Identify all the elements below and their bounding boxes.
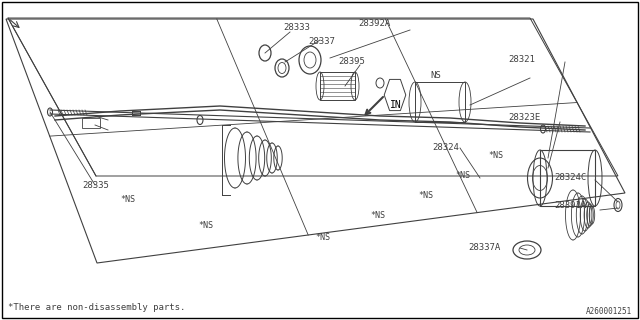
Bar [540, 150, 595, 206]
Bar [320, 72, 355, 100]
Text: 28324: 28324 [432, 143, 459, 153]
Text: *NS: *NS [120, 196, 135, 204]
Text: NS: NS [430, 71, 441, 81]
Text: *NS: *NS [198, 220, 213, 229]
Text: *NS: *NS [455, 171, 470, 180]
Text: IN: IN [390, 100, 402, 110]
Bar [415, 82, 465, 122]
Text: 28391A: 28391A [554, 201, 586, 210]
Text: 28335: 28335 [82, 181, 109, 190]
Text: *NS: *NS [370, 211, 385, 220]
Text: 28337: 28337 [308, 37, 335, 46]
Text: 28337A: 28337A [468, 244, 500, 252]
Text: 28323E: 28323E [508, 114, 540, 123]
Text: 28321: 28321 [508, 55, 535, 65]
Text: 28395: 28395 [338, 58, 365, 67]
Text: 28324C: 28324C [554, 173, 586, 182]
Text: *NS: *NS [418, 190, 433, 199]
Text: A260001251: A260001251 [586, 308, 632, 316]
Text: 28392A: 28392A [358, 19, 390, 28]
Text: *There are non-disassembly parts.: *There are non-disassembly parts. [8, 303, 186, 313]
Text: *NS: *NS [488, 150, 503, 159]
Text: *NS: *NS [315, 234, 330, 243]
Text: 28333: 28333 [283, 23, 310, 33]
